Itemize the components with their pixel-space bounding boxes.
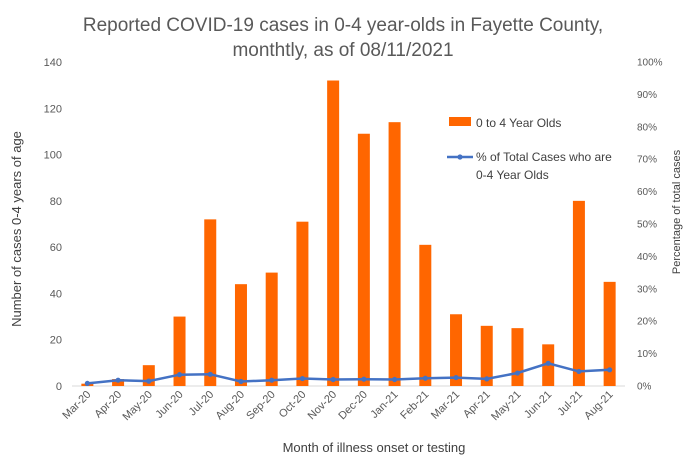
x-tick-label: Jun-20: [153, 389, 185, 421]
bar-Jan-21: [388, 122, 401, 387]
bar-May-21: [511, 328, 524, 386]
percent-point-Mar-21: [453, 374, 459, 381]
bar-Jun-20: [173, 316, 186, 386]
x-tick-label: Jul-20: [187, 389, 217, 419]
x-tick-label: Mar-20: [60, 389, 93, 422]
legend-swatch-cases: [449, 117, 471, 126]
legend: 0 to 4 Year Olds % of Total Cases who ar…: [447, 116, 612, 182]
percent-point-Jul-20: [207, 371, 213, 377]
x-tick-label: Nov-20: [306, 389, 340, 423]
left-axis-ticks: 0 20 40 60 80 100 120 140: [44, 57, 62, 393]
chart-title-line-1: Reported COVID-19 cases in 0-4 year-olds…: [83, 15, 603, 36]
x-tick-label: Mar-21: [429, 389, 462, 422]
x-tick-label: Dec-20: [336, 389, 370, 423]
percent-point-Jan-21: [391, 376, 398, 383]
percent-point-Apr-21: [484, 376, 490, 382]
bar-Nov-20: [327, 80, 340, 386]
y-tick-label: 40: [50, 288, 62, 300]
x-tick-label: Jan-21: [368, 389, 400, 421]
right-axis-ticks: 0% 10% 20% 30% 40% 50% 60% 70% 80% 90% 100%: [637, 58, 663, 393]
percent-point-Aug-21: [607, 367, 613, 373]
percent-point-Apr-20: [115, 377, 121, 383]
x-axis-label: Month of illness onset or testing: [283, 440, 466, 455]
y2-tick-label: 100%: [637, 58, 663, 69]
y-axis-label: Number of cases 0-4 years of age: [9, 131, 24, 327]
bar-Oct-20: [296, 221, 309, 386]
y-tick-label: 60: [50, 242, 62, 254]
x-tick-label: Feb-21: [398, 389, 431, 422]
percent-point-Nov-20: [330, 376, 336, 383]
percent-point-Aug-20: [238, 378, 244, 385]
percent-point-May-21: [514, 370, 521, 376]
percent-point-Oct-20: [299, 375, 306, 382]
x-tick-label: Apr-21: [461, 389, 493, 421]
y2-tick-label: 60%: [637, 187, 657, 198]
y2-tick-label: 90%: [637, 90, 657, 101]
bar-Apr-21: [480, 325, 493, 386]
y2-tick-label: 40%: [637, 252, 657, 263]
y2-tick-label: 50%: [637, 220, 657, 231]
y-tick-label: 140: [44, 57, 62, 69]
x-tick-label: Oct-20: [277, 389, 309, 421]
y-tick-label: 80: [50, 196, 62, 208]
percent-point-Sep-20: [269, 377, 275, 383]
x-tick-label: Aug-21: [582, 389, 616, 423]
y2-tick-label: 70%: [637, 155, 657, 166]
y-tick-label: 0: [56, 381, 62, 393]
percent-point-May-20: [146, 378, 152, 384]
x-tick-label: Aug-20: [214, 389, 248, 423]
y2-tick-label: 0%: [637, 382, 652, 393]
percent-point-Feb-21: [422, 375, 428, 381]
bar-Jul-20: [204, 219, 217, 386]
percent-point-Jun-20: [176, 372, 183, 378]
plot-area: [72, 80, 625, 387]
bar-Mar-21: [450, 314, 463, 386]
y2-tick-label: 10%: [637, 349, 657, 360]
y-tick-label: 100: [44, 150, 62, 162]
legend-marker-percent: [457, 154, 463, 160]
bar-Dec-20: [357, 133, 370, 386]
y2-tick-label: 80%: [637, 122, 657, 133]
percent-point-Jun-21: [545, 360, 551, 366]
bar-Aug-21: [603, 281, 616, 386]
bar-Jul-21: [572, 200, 585, 386]
x-tick-label: Apr-20: [92, 389, 124, 421]
percent-point-Jul-21: [576, 368, 582, 375]
chart-title: Reported COVID-19 cases in 0-4 year-olds…: [83, 15, 603, 61]
chart-title-line-2: monthtly, as of 08/11/2021: [232, 40, 453, 61]
y2-axis-label: Percentage of total cases: [671, 149, 683, 274]
percent-point-Mar-20: [84, 380, 90, 387]
legend-label-cases: 0 to 4 Year Olds: [476, 116, 561, 130]
y2-tick-label: 30%: [637, 284, 657, 295]
x-tick-label: Sep-20: [244, 389, 278, 423]
x-tick-label: Jul-21: [555, 389, 585, 419]
bar-Aug-20: [234, 284, 247, 386]
legend-label-percent-line-2: 0-4 Year Olds: [476, 168, 549, 182]
percent-point-Dec-20: [361, 376, 367, 382]
bar-Sep-20: [265, 272, 278, 386]
x-tick-label: Jun-21: [522, 389, 554, 421]
y-tick-label: 20: [50, 335, 62, 347]
legend-label-percent-line-1: % of Total Cases who are: [476, 150, 612, 164]
percent-line: [87, 362, 610, 385]
x-tick-label: May-20: [120, 389, 154, 423]
y2-tick-label: 20%: [637, 317, 657, 328]
y-tick-label: 120: [44, 103, 62, 115]
bar-Feb-21: [419, 244, 432, 386]
x-tick-label: May-21: [489, 389, 523, 423]
